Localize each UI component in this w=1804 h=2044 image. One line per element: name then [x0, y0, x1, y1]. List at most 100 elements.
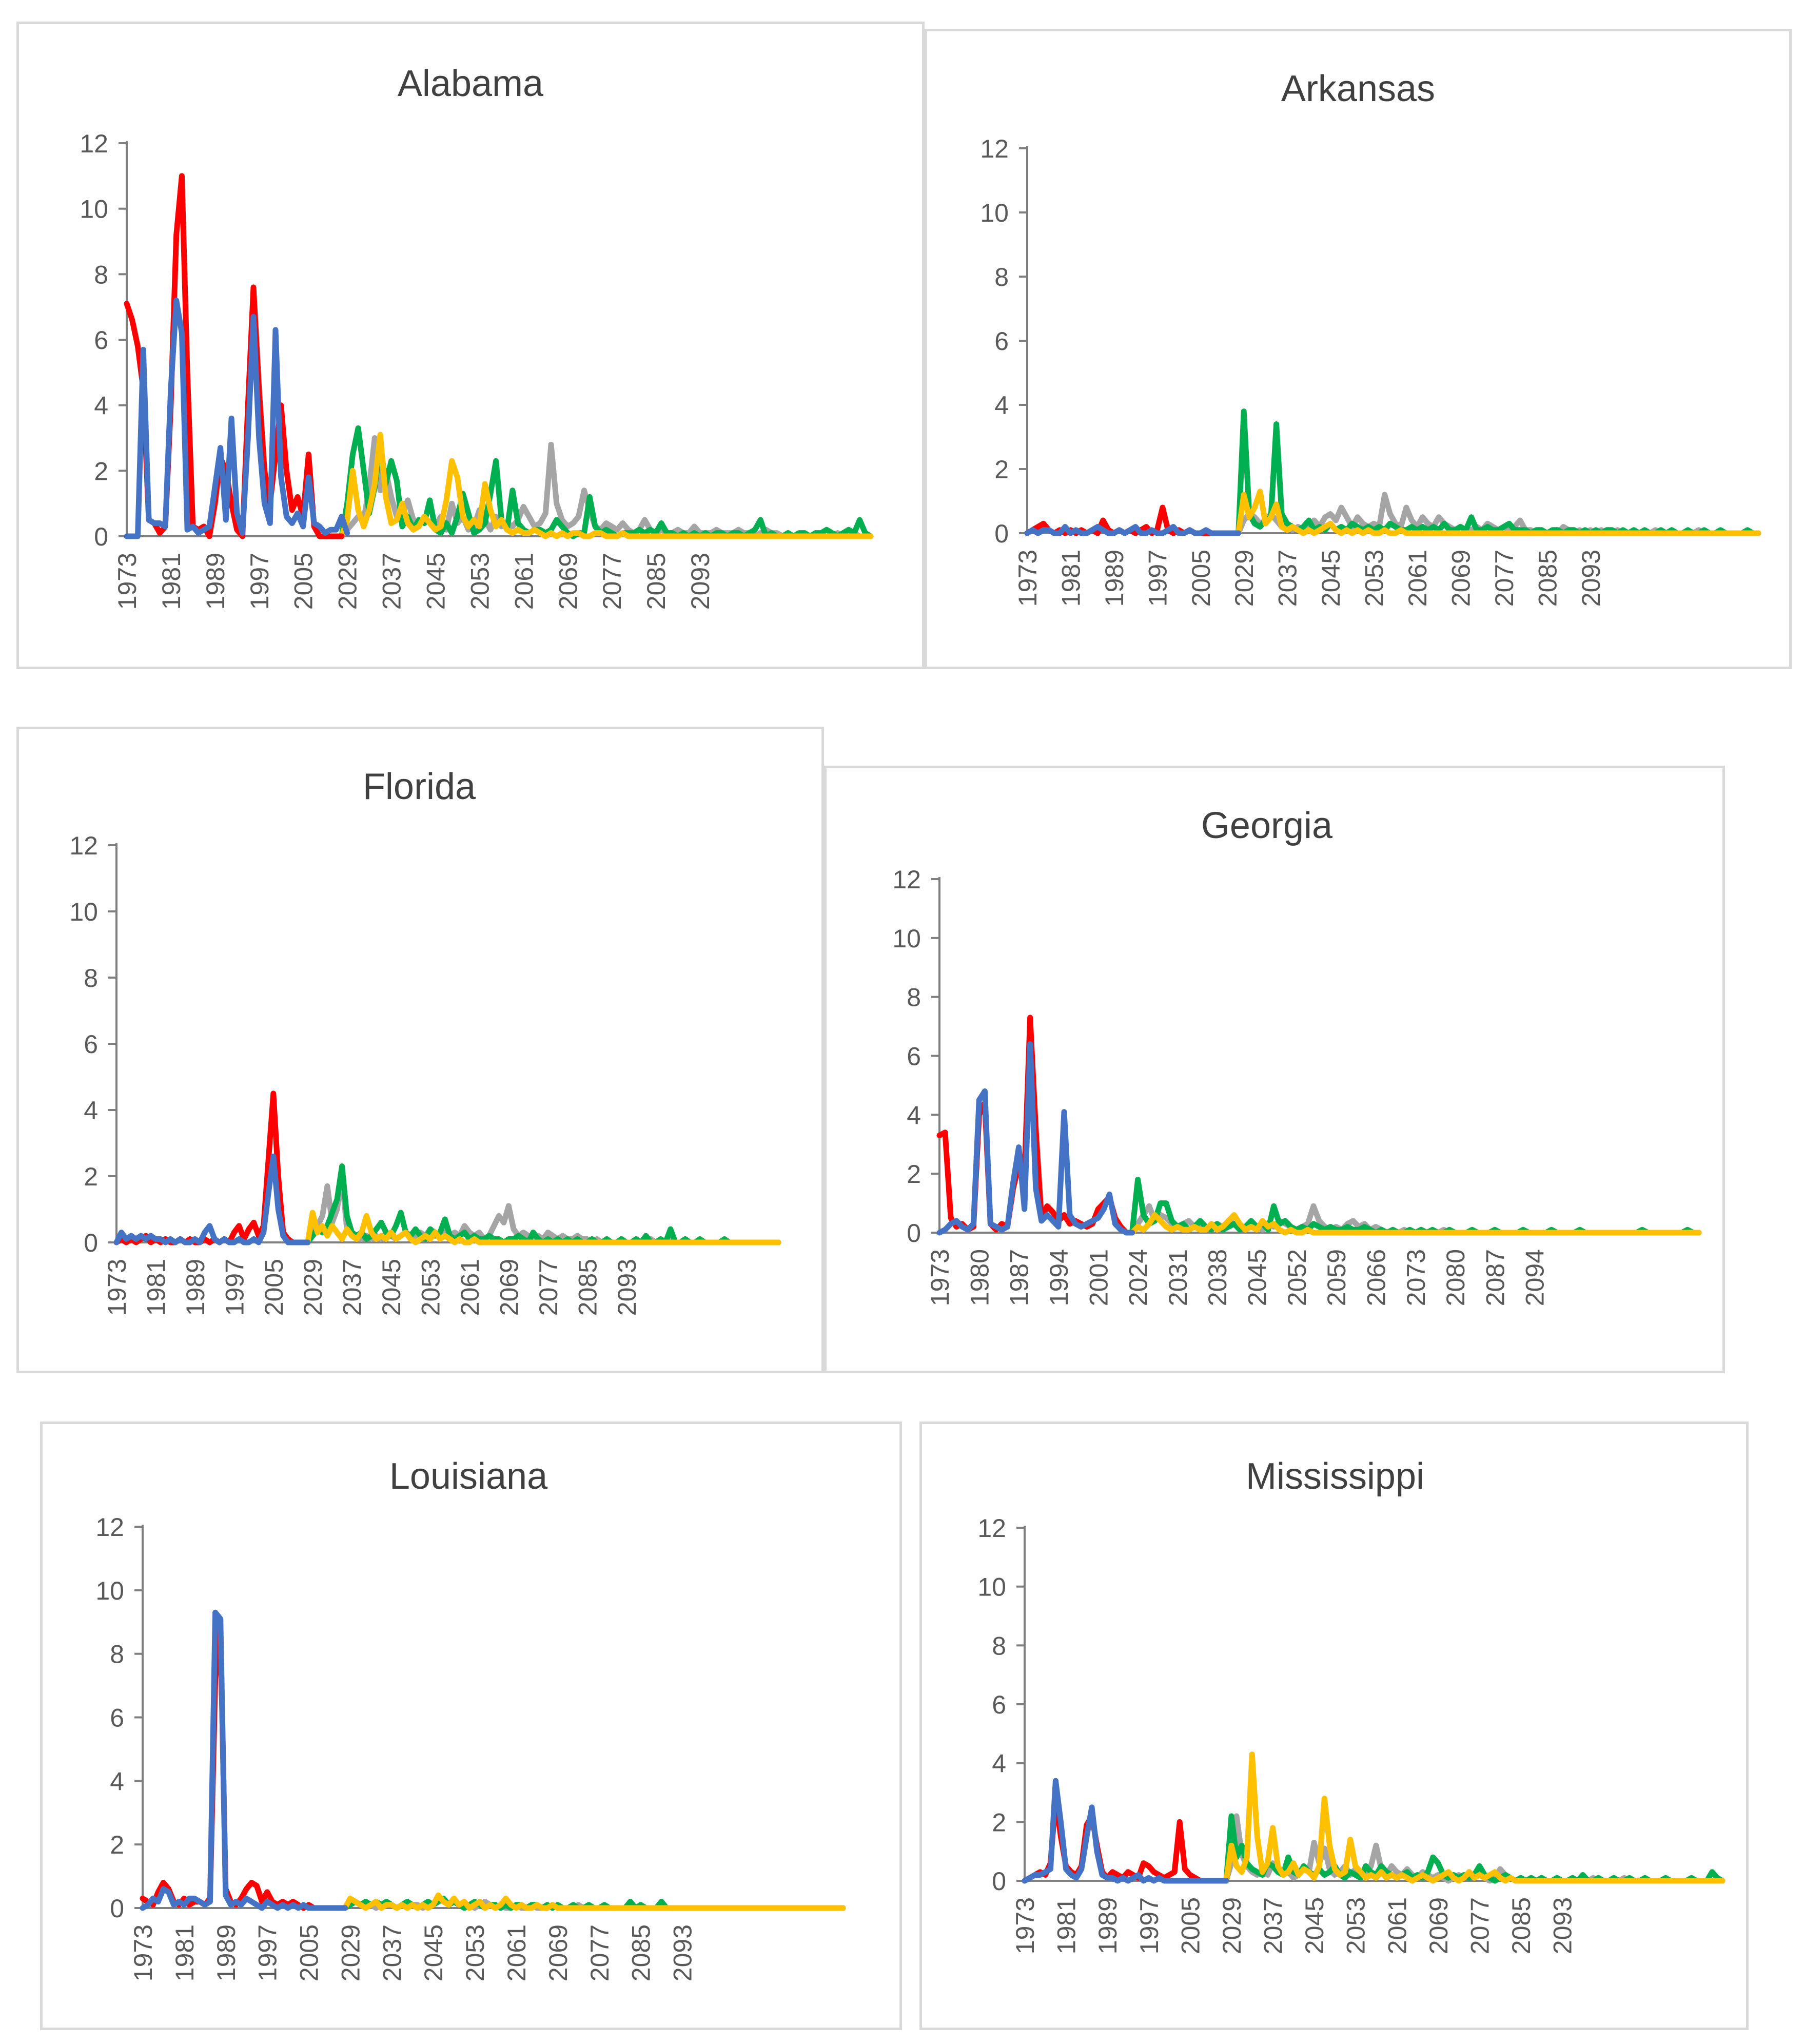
- chart-panel-mississippi: Mississippi 0 2 4 6 8 10 12 1973 1981 1989 1997 2005…: [919, 1422, 1749, 2030]
- x-tick-label: 1973: [1013, 550, 1042, 607]
- y-tick-label: 6: [907, 1042, 921, 1071]
- y-tick-label: 2: [110, 1831, 124, 1859]
- x-tick-label: 1980: [965, 1249, 994, 1306]
- y-tick-label: 0: [994, 519, 1009, 548]
- series-line-green: [305, 1163, 781, 1245]
- series-line-yellow: [305, 1210, 781, 1245]
- y-tick-label: 8: [110, 1640, 124, 1669]
- x-tick-label: 2053: [417, 1259, 445, 1316]
- y-tick-label: 2: [994, 455, 1009, 484]
- x-tick-label: 1989: [201, 553, 230, 610]
- x-tick-label: 1973: [926, 1249, 954, 1306]
- x-tick-label: 2085: [627, 1924, 656, 1981]
- series-line-red: [140, 1625, 348, 1911]
- y-tick-label: 12: [95, 1513, 124, 1542]
- x-tick-label: 2029: [336, 1924, 365, 1981]
- x-tick-label: 2053: [461, 1924, 489, 1981]
- series-line-blue: [140, 1609, 348, 1911]
- x-tick-label: 2005: [1176, 1897, 1205, 1954]
- x-tick-label: 1997: [220, 1259, 249, 1316]
- x-tick-label: 2059: [1322, 1249, 1351, 1306]
- x-tick-label: 2080: [1441, 1249, 1470, 1306]
- x-tick-label: 2037: [1259, 1897, 1288, 1954]
- chart-svg-florida: Florida 0 2 4 6 8 10 12 1973 1981 1989 1997 2005 2029…: [69, 766, 781, 1316]
- chart-panel-arkansas: Arkansas 0 2 4 6 8 10 12 1973 1981 1989 1997 2005 202…: [925, 29, 1792, 669]
- x-tick-label: 2053: [1360, 550, 1389, 607]
- chart-panel-georgia: Georgia 0 2 4 6 8 10 12 1973 1980 1987 1994 2001 2024…: [824, 766, 1725, 1373]
- x-tick-label: 2069: [554, 553, 582, 610]
- chart-svg-arkansas: Arkansas 0 2 4 6 8 10 12 1973 1981 1989 1997 2005 202…: [980, 68, 1761, 607]
- x-tick-label: 2069: [544, 1924, 573, 1981]
- x-tick-label: 2085: [642, 553, 671, 610]
- chart-title: Mississippi: [1246, 1456, 1424, 1497]
- series-line-blue: [1024, 524, 1242, 536]
- x-tick-label: 1973: [103, 1259, 131, 1316]
- x-tick-label: 2093: [669, 1924, 697, 1981]
- y-tick-label: 8: [907, 983, 921, 1012]
- x-tick-label: 1994: [1045, 1249, 1073, 1306]
- series-line-yellow: [342, 1892, 846, 1911]
- y-tick-label: 4: [994, 391, 1009, 420]
- y-tick-label: 4: [84, 1096, 98, 1125]
- x-tick-label: 2077: [598, 553, 626, 610]
- y-tick-label: 6: [992, 1690, 1006, 1719]
- series-line-yellow: [1223, 1751, 1725, 1884]
- x-tick-label: 2005: [289, 553, 318, 610]
- y-tick-label: 12: [892, 865, 921, 894]
- x-tick-label: 2029: [1230, 550, 1259, 607]
- x-tick-label: 2029: [1218, 1897, 1246, 1954]
- x-tick-label: 2061: [456, 1259, 484, 1316]
- y-tick-label: 10: [80, 195, 108, 224]
- y-tick-label: 4: [110, 1767, 124, 1796]
- x-tick-label: 2094: [1521, 1249, 1550, 1306]
- x-tick-label: 1981: [1056, 550, 1085, 607]
- chart-panel-louisiana: Louisiana 0 2 4 6 8 10 12 1973 1981 1989 1997 2005 20…: [40, 1422, 902, 2030]
- chart-title: Georgia: [1201, 805, 1333, 846]
- x-tick-label: 1997: [1143, 550, 1172, 607]
- x-tick-label: 2061: [502, 1924, 531, 1981]
- series-line-blue: [1022, 1778, 1229, 1884]
- x-tick-label: 1989: [181, 1259, 210, 1316]
- chart-svg-louisiana: Louisiana 0 2 4 6 8 10 12 1973 1981 1989 1997 2005 20…: [95, 1456, 846, 1981]
- x-tick-label: 2073: [1402, 1249, 1430, 1306]
- x-tick-label: 2053: [465, 553, 494, 610]
- y-tick-label: 12: [80, 129, 108, 158]
- y-tick-label: 2: [84, 1162, 98, 1191]
- chart-title: Florida: [363, 766, 476, 807]
- x-tick-label: 2029: [334, 553, 362, 610]
- y-tick-label: 10: [977, 1573, 1006, 1602]
- x-tick-label: 1997: [253, 1924, 282, 1981]
- x-tick-label: 2024: [1124, 1249, 1153, 1306]
- x-tick-label: 2085: [573, 1259, 602, 1316]
- x-tick-label: 2077: [585, 1924, 614, 1981]
- x-tick-label: 2087: [1481, 1249, 1509, 1306]
- y-tick-label: 12: [977, 1514, 1006, 1543]
- y-tick-label: 6: [994, 327, 1009, 356]
- x-tick-label: 2077: [1490, 550, 1519, 607]
- x-tick-label: 1973: [113, 553, 142, 610]
- x-tick-label: 2093: [686, 553, 715, 610]
- series-line-blue: [124, 297, 350, 539]
- x-tick-label: 2077: [534, 1259, 563, 1316]
- series-line-blue: [936, 1041, 1135, 1236]
- x-tick-label: 1989: [212, 1924, 241, 1981]
- y-tick-label: 0: [992, 1867, 1006, 1896]
- x-tick-label: 1989: [1093, 1897, 1122, 1954]
- y-tick-label: 2: [992, 1808, 1006, 1837]
- y-tick-label: 0: [110, 1894, 124, 1923]
- x-tick-label: 2038: [1203, 1249, 1232, 1306]
- y-tick-label: 2: [907, 1160, 921, 1189]
- y-tick-label: 4: [94, 392, 108, 420]
- x-tick-label: 2005: [295, 1924, 324, 1981]
- chart-title: Alabama: [398, 63, 544, 104]
- x-tick-label: 2005: [1187, 550, 1215, 607]
- chart-title: Arkansas: [1281, 68, 1435, 109]
- y-tick-label: 12: [980, 134, 1009, 163]
- y-tick-label: 8: [992, 1631, 1006, 1660]
- x-tick-label: 2045: [1243, 1249, 1272, 1306]
- x-tick-label: 2061: [1383, 1897, 1411, 1954]
- chart-title: Louisiana: [389, 1456, 548, 1497]
- y-tick-label: 10: [892, 924, 921, 953]
- y-tick-label: 6: [110, 1704, 124, 1732]
- x-tick-label: 2069: [1424, 1897, 1453, 1954]
